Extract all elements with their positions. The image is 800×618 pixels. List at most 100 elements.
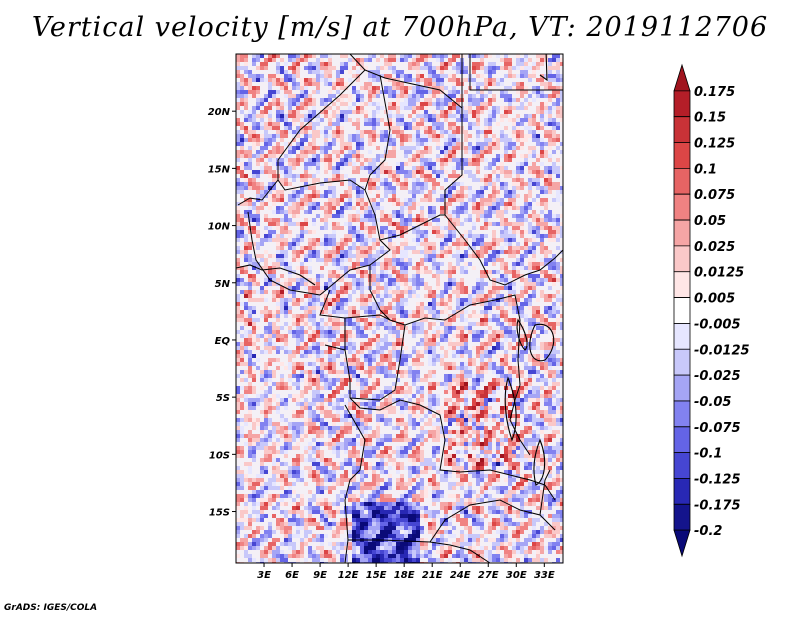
field-cell bbox=[248, 214, 252, 218]
field-cell bbox=[516, 134, 520, 138]
field-cell bbox=[360, 290, 364, 294]
field-cell bbox=[380, 170, 384, 174]
field-cell bbox=[560, 338, 563, 342]
field-cell bbox=[312, 334, 316, 338]
field-cell bbox=[400, 258, 404, 262]
field-cell bbox=[436, 262, 440, 266]
field-cell bbox=[512, 334, 516, 338]
field-cell bbox=[528, 374, 532, 378]
field-cell bbox=[280, 234, 284, 238]
field-cell bbox=[528, 190, 532, 194]
field-cell bbox=[308, 350, 312, 354]
field-cell bbox=[468, 322, 472, 326]
field-cell bbox=[340, 238, 344, 242]
field-cell bbox=[272, 266, 276, 270]
field-cell bbox=[448, 398, 452, 402]
field-cell bbox=[236, 362, 240, 366]
field-cell bbox=[464, 130, 468, 134]
field-cell bbox=[480, 210, 484, 214]
field-cell bbox=[484, 226, 488, 230]
field-cell bbox=[328, 78, 332, 82]
field-cell bbox=[476, 98, 480, 102]
field-cell bbox=[536, 134, 540, 138]
field-cell bbox=[420, 350, 424, 354]
field-cell bbox=[432, 138, 436, 142]
field-cell bbox=[404, 326, 408, 330]
field-cell bbox=[340, 126, 344, 130]
field-cell bbox=[244, 394, 248, 398]
field-cell bbox=[388, 358, 392, 362]
field-cell bbox=[372, 290, 376, 294]
field-cell bbox=[476, 214, 480, 218]
field-cell bbox=[516, 166, 520, 170]
field-cell bbox=[544, 246, 548, 250]
field-cell bbox=[404, 298, 408, 302]
field-cell bbox=[476, 238, 480, 242]
field-cell bbox=[248, 202, 252, 206]
field-cell bbox=[440, 98, 444, 102]
field-cell bbox=[456, 382, 460, 386]
field-cell bbox=[260, 74, 264, 78]
field-cell bbox=[380, 66, 384, 70]
field-cell bbox=[436, 74, 440, 78]
field-cell bbox=[308, 286, 312, 290]
field-cell bbox=[364, 406, 368, 410]
field-cell bbox=[464, 206, 468, 210]
field-cell bbox=[396, 250, 400, 254]
field-cell bbox=[448, 270, 452, 274]
field-cell bbox=[304, 82, 308, 86]
field-cell bbox=[508, 174, 512, 178]
field-cell bbox=[304, 254, 308, 258]
field-cell bbox=[452, 174, 456, 178]
field-cell bbox=[304, 118, 308, 122]
field-cell bbox=[244, 70, 248, 74]
field-cell bbox=[368, 86, 372, 90]
field-cell bbox=[240, 102, 244, 106]
field-cell bbox=[360, 94, 364, 98]
vertical-velocity-field bbox=[236, 54, 563, 563]
field-cell bbox=[448, 146, 452, 150]
field-cell bbox=[348, 198, 352, 202]
field-cell bbox=[292, 242, 296, 246]
field-cell bbox=[256, 174, 260, 178]
field-cell bbox=[340, 362, 344, 366]
field-cell bbox=[388, 242, 392, 246]
field-cell bbox=[352, 226, 356, 230]
field-cell bbox=[508, 298, 512, 302]
field-cell bbox=[468, 290, 472, 294]
field-cell bbox=[364, 294, 368, 298]
field-cell bbox=[548, 402, 552, 406]
field-cell bbox=[256, 358, 260, 362]
field-cell bbox=[412, 78, 416, 82]
field-cell bbox=[336, 386, 340, 390]
field-cell bbox=[404, 314, 408, 318]
field-cell bbox=[368, 182, 372, 186]
field-cell bbox=[500, 306, 504, 310]
field-cell bbox=[312, 218, 316, 222]
field-cell bbox=[396, 262, 400, 266]
field-cell bbox=[384, 358, 388, 362]
field-cell bbox=[540, 106, 544, 110]
field-cell bbox=[296, 54, 300, 58]
field-cell bbox=[336, 150, 340, 154]
field-cell bbox=[440, 250, 444, 254]
field-cell bbox=[516, 294, 520, 298]
field-cell bbox=[388, 246, 392, 250]
field-cell bbox=[524, 298, 528, 302]
field-cell bbox=[504, 378, 508, 382]
field-cell bbox=[388, 74, 392, 78]
field-cell bbox=[284, 74, 288, 78]
field-cell bbox=[348, 342, 352, 346]
field-cell bbox=[396, 94, 400, 98]
field-cell bbox=[488, 250, 492, 254]
field-cell bbox=[552, 266, 556, 270]
field-cell bbox=[504, 90, 508, 94]
field-cell bbox=[308, 186, 312, 190]
field-cell bbox=[452, 254, 456, 258]
field-cell bbox=[264, 278, 268, 282]
field-cell bbox=[292, 194, 296, 198]
field-cell bbox=[268, 82, 272, 86]
field-cell bbox=[512, 298, 516, 302]
field-cell bbox=[372, 218, 376, 222]
field-cell bbox=[288, 362, 292, 366]
